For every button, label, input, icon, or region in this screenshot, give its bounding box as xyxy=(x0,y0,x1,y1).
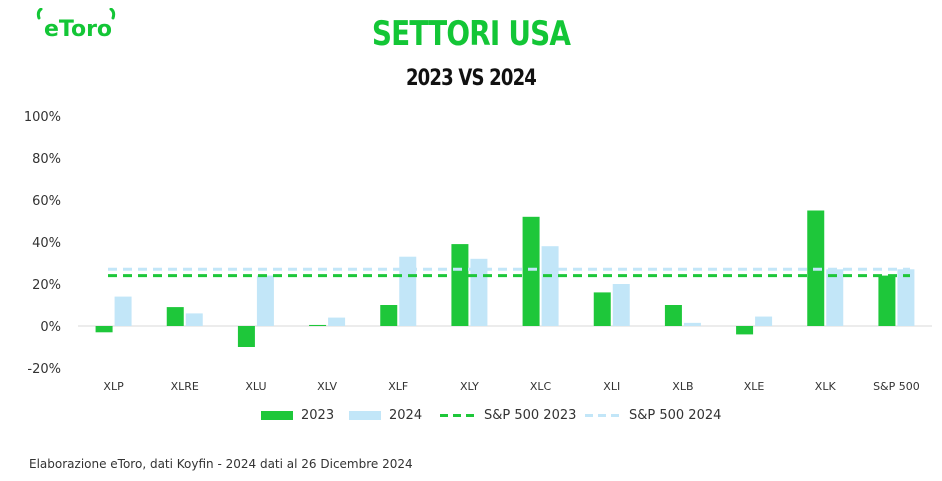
x-tick-label: XLB xyxy=(672,380,693,393)
legend-swatch-2024 xyxy=(349,410,381,420)
bar-2023-XLY xyxy=(451,244,469,326)
x-tick-label: XLE xyxy=(744,380,765,393)
x-tick-label: XLC xyxy=(530,380,552,393)
y-tick-label: -20% xyxy=(27,362,61,377)
bar-2023-XLP xyxy=(95,326,113,333)
y-tick-label: 20% xyxy=(32,278,61,293)
y-tick-label: 0% xyxy=(40,320,61,335)
x-tick-label: XLF xyxy=(388,380,408,393)
x-tick-label: XLV xyxy=(317,380,337,393)
bar-2023-S&P 500 xyxy=(878,275,896,326)
legend-item-2024: 2024 xyxy=(349,401,422,429)
x-tick-label: XLK xyxy=(815,380,837,393)
chart-legend: 2023 2024 S&P 500 2023 S&P 500 2024 xyxy=(0,401,942,429)
x-tick-label: XLU xyxy=(245,380,266,393)
bar-2024-S&P 500 xyxy=(897,269,915,326)
y-tick-label: 40% xyxy=(32,236,61,251)
bar-2024-XLF xyxy=(399,256,417,326)
y-tick-label: 80% xyxy=(32,152,61,167)
legend-item-sp2023: S&P 500 2023 xyxy=(440,401,576,429)
chart-subtitle: 2023 VS 2024 xyxy=(405,66,537,91)
bar-2023-XLU xyxy=(237,326,255,347)
bar-2024-XLB xyxy=(683,322,701,326)
bar-2023-XLV xyxy=(309,324,327,326)
bar-2023-XLRE xyxy=(166,307,184,326)
legend-swatch-sp2023 xyxy=(440,413,476,417)
x-tick-label: XLRE xyxy=(171,380,199,393)
legend-label-2023: 2023 xyxy=(301,407,335,423)
bar-2024-XLV xyxy=(328,317,346,326)
legend-swatch-sp2024 xyxy=(585,413,621,417)
bar-2024-XLU xyxy=(256,275,274,326)
bar-chart: 100% 80% 60% 40% 20% 0% -20% XLP XLRE XLU XLV XLF XL… xyxy=(24,110,932,393)
legend-swatch-2023 xyxy=(261,410,293,420)
bar-2023-XLC xyxy=(522,216,540,326)
legend-label-sp2024: S&P 500 2024 xyxy=(629,407,722,423)
bar-2024-XLP xyxy=(114,296,132,326)
bar-2024-XLE xyxy=(755,316,773,326)
logo-wordmark: eToro xyxy=(44,17,112,42)
x-tick-label: XLY xyxy=(460,380,479,393)
legend-label-2024: 2024 xyxy=(389,407,423,423)
y-tick-label: 60% xyxy=(32,194,61,209)
x-tick-label: XLP xyxy=(103,380,124,393)
legend-label-sp2023: S&P 500 2023 xyxy=(484,407,577,423)
etoro-logo: eToro xyxy=(36,8,116,42)
x-tick-label: S&P 500 xyxy=(873,380,920,393)
bar-2024-XLK xyxy=(826,269,844,326)
y-tick-label: 100% xyxy=(24,110,61,125)
bar-2024-XLI xyxy=(612,284,630,326)
bar-2023-XLI xyxy=(593,292,611,326)
bar-2023-XLF xyxy=(380,305,398,326)
legend-item-sp2024: S&P 500 2024 xyxy=(585,401,721,429)
bar-2024-XLRE xyxy=(185,313,203,326)
chart-title: SETTORI USA xyxy=(371,14,571,54)
bar-2023-XLB xyxy=(664,305,682,326)
source-note: Elaborazione eToro, dati Koyfin - 2024 d… xyxy=(29,457,413,471)
bar-2023-XLE xyxy=(736,326,754,335)
legend-item-2023: 2023 xyxy=(261,401,334,429)
bar-2024-XLC xyxy=(541,246,559,326)
x-tick-label: XLI xyxy=(603,380,620,393)
